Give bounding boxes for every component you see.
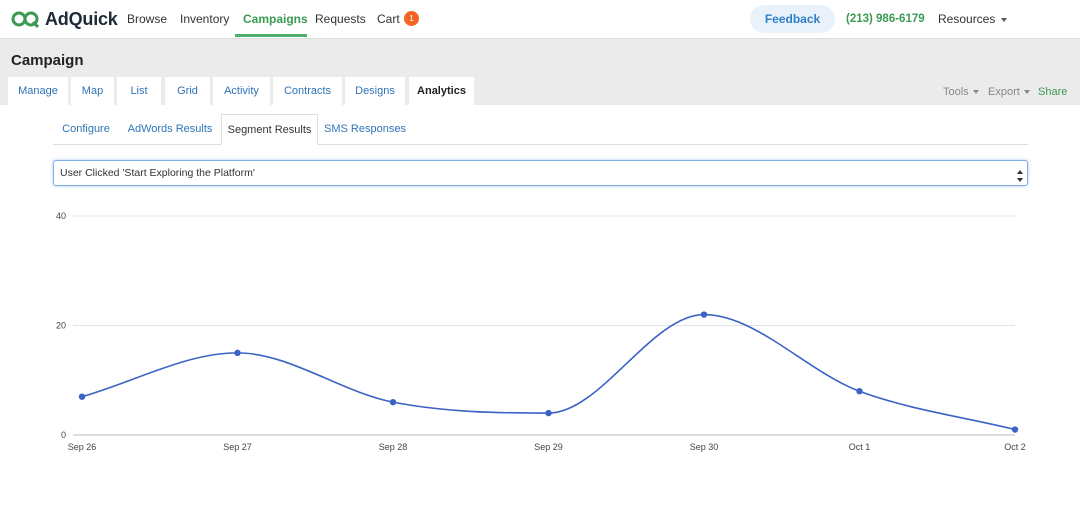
x-tick-label: Oct 1: [849, 442, 871, 452]
data-point: [1011, 426, 1019, 433]
tab-analytics[interactable]: Analytics: [409, 77, 474, 106]
data-point: [78, 393, 86, 400]
nav-browse[interactable]: Browse: [127, 12, 168, 26]
segment-select[interactable]: User Clicked 'Start Exploring the Platfo…: [53, 160, 1028, 186]
tools-dropdown[interactable]: Tools: [943, 86, 979, 98]
select-updown-icon: [1017, 167, 1023, 182]
x-tick-label: Sep 27: [223, 442, 252, 452]
x-tick-label: Sep 30: [690, 442, 719, 452]
data-point: [389, 398, 397, 406]
x-tick-label: Sep 29: [534, 442, 563, 452]
x-tick-label: Sep 26: [68, 442, 97, 452]
active-nav-indicator: [235, 34, 307, 37]
cart-count-badge: 1: [404, 11, 419, 26]
y-tick-label: 40: [56, 211, 66, 221]
phone-link[interactable]: (213) 986-6179: [846, 13, 925, 25]
x-tick-label: Oct 2: [1004, 442, 1026, 452]
page-title: Campaign: [11, 52, 84, 69]
nav-inventory[interactable]: Inventory: [180, 12, 230, 26]
data-point: [700, 311, 708, 318]
export-label: Export: [988, 86, 1020, 98]
y-tick-label: 20: [56, 321, 66, 331]
adquick-logo-icon: [11, 9, 39, 29]
share-link[interactable]: Share: [1038, 86, 1068, 98]
subtab-segment-results[interactable]: Segment Results: [221, 114, 318, 145]
tab-activity[interactable]: Activity: [213, 77, 270, 106]
tools-label: Tools: [943, 86, 969, 98]
top-navbar: AdQuick Browse Inventory Campaigns Reque…: [0, 0, 1080, 38]
data-point: [545, 409, 552, 417]
tab-map[interactable]: Map: [71, 77, 114, 106]
resources-label: Resources: [938, 12, 996, 26]
tab-contracts[interactable]: Contracts: [273, 77, 342, 106]
caret-down-icon: [1023, 90, 1030, 95]
nav-requests[interactable]: Requests: [315, 12, 366, 26]
caret-down-icon: [972, 90, 979, 95]
tab-manage[interactable]: Manage: [8, 77, 68, 106]
tab-designs[interactable]: Designs: [345, 77, 405, 106]
brand-logo[interactable]: AdQuick: [11, 8, 118, 30]
segment-select-value: User Clicked 'Start Exploring the Platfo…: [60, 167, 255, 179]
nav-campaigns[interactable]: Campaigns: [243, 12, 308, 26]
feedback-button[interactable]: Feedback: [750, 5, 835, 33]
segment-results-chart: 0 20 40 Sep 26 Sep 27 Sep 28 Sep 29 Sep 30 Oct 1…: [56, 211, 1026, 452]
subtab-configure[interactable]: Configure: [62, 123, 110, 135]
export-dropdown[interactable]: Export: [988, 86, 1030, 98]
data-point: [856, 388, 863, 395]
brand-name: AdQuick: [45, 8, 118, 29]
y-tick-label: 0: [61, 430, 66, 440]
x-tick-label: Sep 28: [379, 442, 408, 452]
data-point: [234, 349, 241, 357]
subtab-adwords-results[interactable]: AdWords Results: [127, 123, 213, 135]
resources-dropdown[interactable]: Resources: [938, 12, 1008, 26]
caret-down-icon: [1001, 17, 1008, 22]
tab-grid[interactable]: Grid: [165, 77, 210, 106]
subtab-sms-responses[interactable]: SMS Responses: [324, 123, 406, 135]
nav-cart[interactable]: Cart: [377, 12, 400, 26]
analytics-subtabs: Configure AdWords Results Segment Result…: [53, 114, 1028, 145]
tab-list[interactable]: List: [117, 77, 161, 106]
campaign-header: Campaign Manage Map List Grid Activity C…: [0, 38, 1080, 106]
